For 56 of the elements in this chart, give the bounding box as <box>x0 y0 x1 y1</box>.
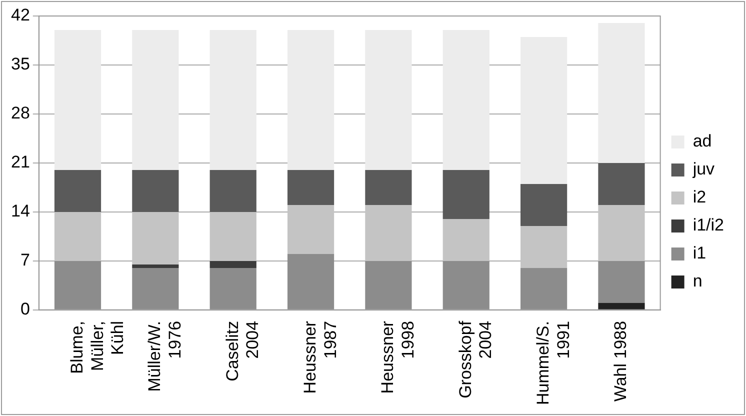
bar <box>365 30 412 170</box>
bar <box>442 260 490 310</box>
bar <box>54 30 102 170</box>
y-tick-label: 7 <box>20 250 30 270</box>
legend-label: i1/i2 <box>692 216 724 235</box>
bar <box>598 302 645 310</box>
bar <box>210 30 256 170</box>
bar <box>520 268 568 310</box>
bar <box>132 212 179 264</box>
bar <box>442 30 490 170</box>
bar <box>365 170 412 205</box>
x-tick-label: Heussner 1998 <box>378 320 418 394</box>
y-tick-label: 0 <box>20 300 30 319</box>
x-tick-label: Müller/W. 1976 <box>145 320 185 392</box>
legend-label: n <box>692 272 702 291</box>
bar <box>132 30 179 170</box>
bar <box>132 268 179 310</box>
y-tick-label: 14 <box>10 202 30 221</box>
y-tick-label: 28 <box>10 104 30 123</box>
bar <box>132 264 179 268</box>
bar <box>287 204 334 254</box>
x-tick-label: Grosskopf 2004 <box>456 320 496 398</box>
bar <box>287 254 334 310</box>
bar <box>598 162 645 205</box>
bar <box>365 260 412 310</box>
bar <box>287 30 334 170</box>
bar <box>520 36 568 184</box>
legend-label: i1 <box>692 244 706 263</box>
legend-label: i2 <box>692 188 706 207</box>
bar <box>520 226 568 268</box>
x-tick-label: Heussner 1987 <box>300 320 340 394</box>
x-tick-label: Caselitz 2004 <box>222 320 262 382</box>
bar <box>442 170 490 219</box>
bar <box>210 212 256 261</box>
bar <box>598 204 645 261</box>
bar <box>54 212 102 261</box>
legend-label: juv <box>692 160 716 179</box>
bar <box>210 170 256 212</box>
x-tick-label: Hummel/S. 1991 <box>533 320 573 406</box>
bar <box>287 170 334 205</box>
bar <box>54 170 102 212</box>
bar <box>520 184 568 226</box>
x-tick-label: Wahl 1988 <box>611 320 630 402</box>
y-tick-label: 35 <box>10 54 30 74</box>
bar <box>442 218 490 261</box>
bar <box>598 260 645 303</box>
bar <box>365 204 412 261</box>
legend-label: ad <box>692 132 712 151</box>
bar <box>54 260 102 310</box>
bar <box>210 260 256 268</box>
y-tick-label: 21 <box>10 152 30 172</box>
x-tick-label: Blume, Müller, Kühl <box>67 320 128 374</box>
bar <box>210 268 256 310</box>
bar <box>132 170 179 212</box>
y-tick-label: 42 <box>10 6 30 25</box>
bar <box>598 23 645 163</box>
